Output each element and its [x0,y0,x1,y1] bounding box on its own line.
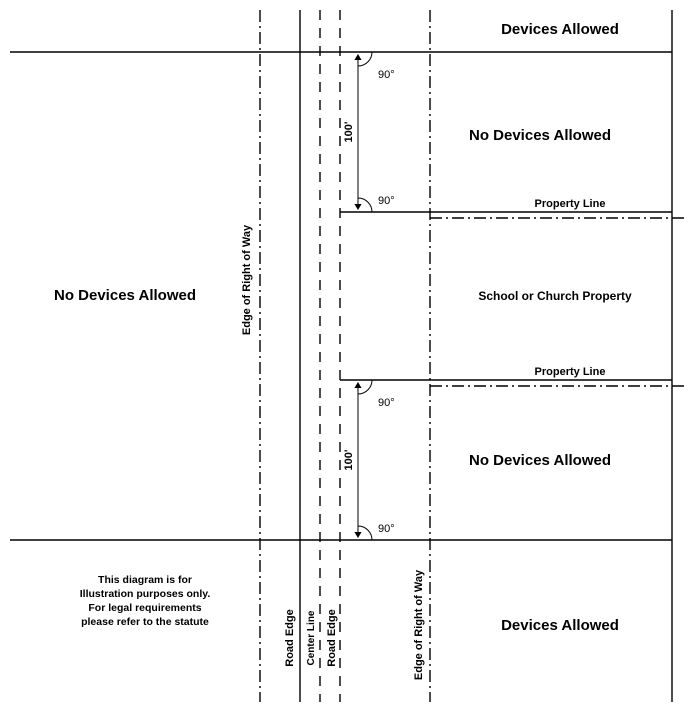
label-angle_a1: 90° [378,69,395,81]
label-edge_row_right_v: Edge of Right of Way [413,569,425,680]
label-devices_allowed_top: Devices Allowed [501,21,619,38]
label-angle_a2: 90° [378,195,395,207]
footnote-line: This diagram is for [98,574,192,586]
label-property_line_upper: Property Line [535,198,606,210]
arrowhead-icon [354,54,361,60]
footnote: This diagram is for Illustration purposes… [80,574,211,628]
footnote-line: please refer to the statute [81,616,209,628]
label-no_devices_right_upper: No Devices Allowed [469,127,611,144]
label-center_line_v: Center Line [306,610,317,665]
label-devices_allowed_bottom: Devices Allowed [501,617,619,634]
label-angle_a3: 90° [378,397,395,409]
label-road_edge_left_v: Road Edge [284,609,296,666]
label-distance_lower_v: 100' [343,449,355,470]
label-school_or_church: School or Church Property [478,289,632,303]
label-angle_a4: 90° [378,523,395,535]
arrowhead-icon [354,382,361,388]
arrowhead-icon [354,532,361,538]
label-no_devices_left: No Devices Allowed [54,287,196,304]
footnote-line: Illustration purposes only. [80,588,211,600]
label-property_line_lower: Property Line [535,366,606,378]
label-distance_upper_v: 100' [343,121,355,142]
label-no_devices_right_lower: No Devices Allowed [469,452,611,469]
label-road_edge_right_v: Road Edge [326,609,338,666]
footnote-line: For legal requirements [88,602,201,614]
arrowhead-icon [354,204,361,210]
label-edge_row_left_v: Edge of Right of Way [241,224,253,335]
